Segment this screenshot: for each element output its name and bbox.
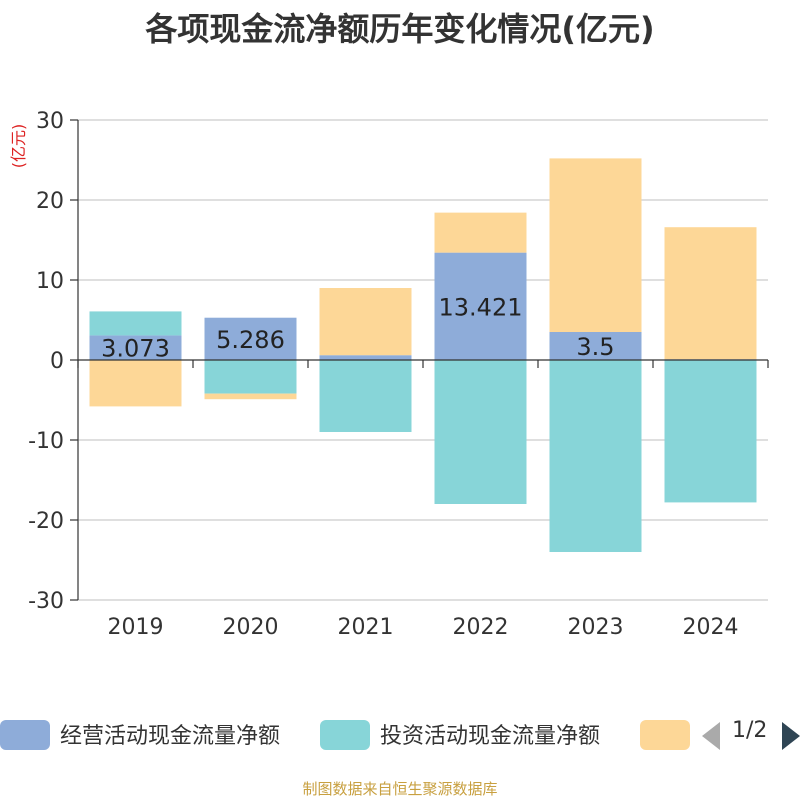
bars [89, 158, 757, 552]
bar-2021-series-2[interactable] [319, 288, 412, 356]
bar-2021-series-0[interactable] [319, 355, 412, 360]
y-tick-label: -10 [28, 429, 64, 454]
y-tick-label: 30 [36, 109, 64, 134]
bar-2020-series-1[interactable] [204, 360, 297, 394]
bar-2024-series-2[interactable] [664, 227, 757, 360]
legend-item-operating[interactable]: 经营活动现金流量净额 [0, 716, 310, 752]
bar-2024-series-1[interactable] [664, 360, 757, 503]
data-label: 3.5 [576, 333, 614, 361]
bar-2020-series-2[interactable] [204, 393, 297, 400]
grid-lines [78, 119, 768, 601]
legend-next-page-icon[interactable] [782, 722, 800, 750]
x-tick-label: 2024 [683, 615, 739, 640]
legend-swatch-financing [640, 720, 690, 750]
y-tick-label: -30 [28, 589, 64, 614]
legend: 经营活动现金流量净额 投资活动现金流量净额 1/2 [0, 716, 800, 756]
bar-2019-series-1[interactable] [89, 311, 182, 336]
axes: 30 20 10 0 -10 -20 -30 2019 2020 2021 2022 2023 2024 [28, 109, 769, 640]
legend-swatch-operating [0, 720, 50, 750]
legend-swatch-investing [320, 720, 370, 750]
x-tick-label: 2020 [223, 615, 279, 640]
bar-2023-series-2[interactable] [549, 158, 642, 332]
y-axis-label: (亿元) [9, 124, 28, 169]
legend-prev-page-icon[interactable] [702, 722, 720, 750]
data-label: 13.421 [439, 293, 523, 321]
bar-2020-series-0[interactable] [204, 317, 297, 360]
chart-title: 各项现金流净额历年变化情况(亿元) [145, 10, 655, 48]
y-tick-label: 10 [36, 269, 64, 294]
x-tick-label: 2019 [108, 615, 164, 640]
y-tick-label: -20 [28, 509, 64, 534]
legend-page-indicator: 1/2 [732, 718, 768, 743]
legend-label-operating: 经营活动现金流量净额 [60, 724, 281, 749]
bar-2019-series-0[interactable] [89, 335, 182, 360]
bar-2022-series-2[interactable] [434, 212, 527, 253]
bar-2021-series-1[interactable] [319, 360, 412, 432]
bar-2022-series-1[interactable] [434, 360, 527, 504]
legend-pager: 1/2 [700, 716, 800, 756]
source-note: 制图数据来自恒生聚源数据库 [302, 780, 498, 798]
legend-item-investing[interactable]: 投资活动现金流量净额 [320, 716, 630, 752]
x-tick-label: 2023 [568, 615, 624, 640]
data-labels: 3.073 5.286 13.421 3.5 [101, 293, 614, 362]
bar-2019-series-2[interactable] [89, 360, 182, 407]
data-label: 5.286 [216, 326, 285, 354]
y-tick-label: 20 [36, 189, 64, 214]
x-tick-label: 2022 [453, 615, 509, 640]
y-tick-label: 0 [50, 349, 64, 374]
legend-item-financing[interactable] [640, 716, 690, 752]
bar-2023-series-1[interactable] [549, 360, 642, 552]
bar-2022-series-0[interactable] [434, 252, 527, 360]
x-tick-label: 2021 [338, 615, 394, 640]
bar-2023-series-0[interactable] [549, 332, 642, 360]
legend-label-investing: 投资活动现金流量净额 [380, 724, 601, 749]
data-label: 3.073 [101, 335, 170, 363]
